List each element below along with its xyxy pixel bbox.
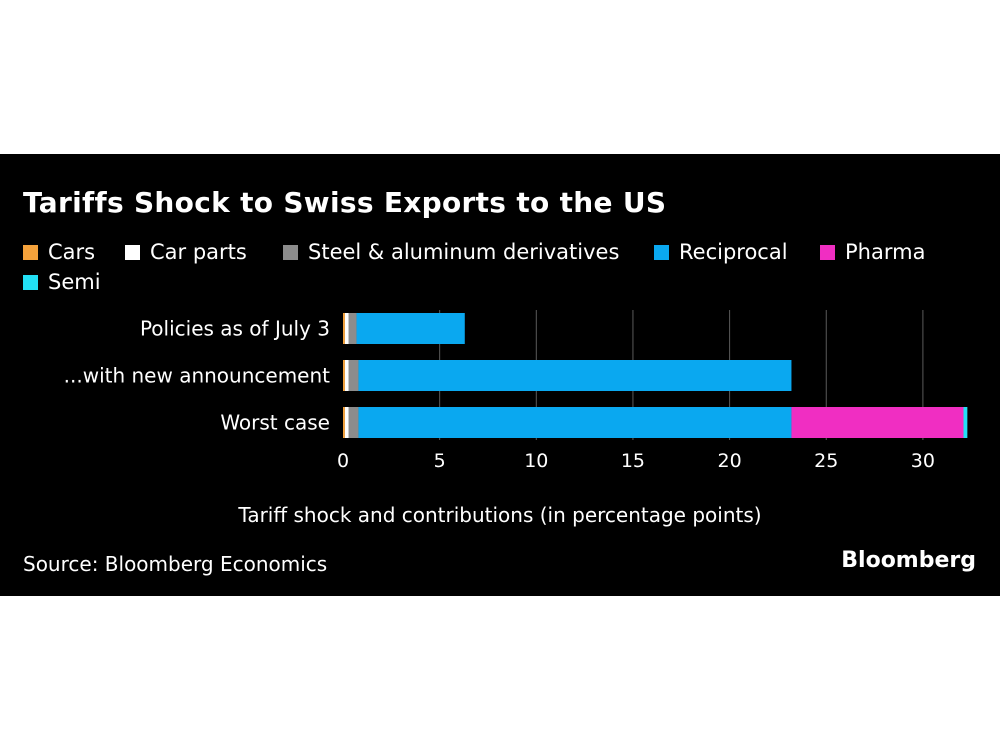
bar-2-steel-aluminum-derivatives (348, 360, 359, 391)
bar-2-reciprocal (358, 360, 792, 391)
category-label: Policies as of July 3 (140, 317, 330, 341)
legend-item-pharma: Pharma (820, 240, 925, 264)
legend-swatch-reciprocal (654, 245, 669, 260)
bar-3-pharma (791, 407, 964, 438)
category-label: ...with new announcement (64, 364, 331, 388)
category-label: Worst case (220, 411, 330, 435)
legend-label-semi: Semi (48, 270, 101, 294)
chart-title: Tariffs Shock to Swiss Exports to the US (23, 186, 667, 219)
x-tick-label: 5 (434, 450, 446, 472)
bloomberg-logo: Bloomberg (841, 548, 976, 573)
bar-3-reciprocal (358, 407, 792, 438)
bar-3-semi (963, 407, 968, 438)
x-tick-label: 30 (911, 450, 935, 472)
source-note: Source: Bloomberg Economics (23, 552, 328, 576)
bar-1-reciprocal (356, 313, 465, 344)
legend-swatch-semi (23, 275, 38, 290)
bar-2-cars (343, 360, 345, 391)
bar-2-car-parts (344, 360, 349, 391)
legend-item-car-parts: Car parts (125, 240, 247, 264)
bar-3-car-parts (344, 407, 349, 438)
legend-item-reciprocal: Reciprocal (654, 240, 788, 264)
legend-label-car-parts: Car parts (150, 240, 247, 264)
legend-item-cars: Cars (23, 240, 95, 264)
x-tick-label: 10 (524, 450, 548, 472)
legend-label-steel: Steel & aluminum derivatives (308, 240, 620, 264)
legend-item-semi: Semi (23, 270, 101, 294)
x-tick-label: 15 (621, 450, 645, 472)
x-tick-label: 0 (337, 450, 349, 472)
x-tick-label: 25 (814, 450, 838, 472)
legend-swatch-pharma (820, 245, 835, 260)
bar-3-steel-aluminum-derivatives (348, 407, 359, 438)
bar-1-cars (343, 313, 345, 344)
bar-chart: Policies as of July 3 ...with new announc… (64, 310, 968, 472)
legend-item-steel: Steel & aluminum derivatives (283, 240, 619, 264)
legend-swatch-car-parts (125, 245, 140, 260)
bar-1-car-parts (344, 313, 349, 344)
legend-label-cars: Cars (48, 240, 96, 264)
x-axis-label: Tariff shock and contributions (in perce… (238, 503, 762, 527)
bar-3-cars (343, 407, 345, 438)
legend-swatch-cars (23, 245, 38, 260)
legend-label-reciprocal: Reciprocal (679, 240, 788, 264)
legend-swatch-steel (283, 245, 298, 260)
x-tick-label: 20 (718, 450, 742, 472)
legend-label-pharma: Pharma (845, 240, 926, 264)
bar-1-steel-aluminum-derivatives (348, 313, 357, 344)
